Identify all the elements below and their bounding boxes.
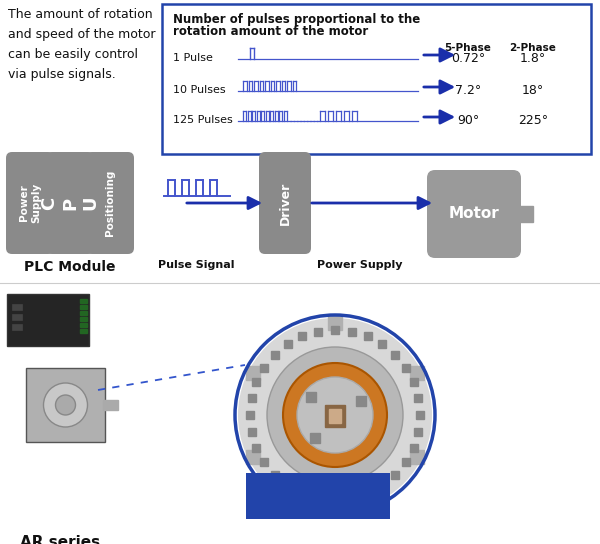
FancyBboxPatch shape (46, 152, 94, 254)
Bar (415, 428, 422, 436)
Bar (298, 490, 307, 498)
Bar (415, 394, 422, 403)
Text: 1 Pulse: 1 Pulse (173, 53, 213, 63)
FancyBboxPatch shape (427, 170, 521, 258)
Bar (80, 299, 87, 303)
Bar (12, 304, 22, 310)
Circle shape (44, 383, 88, 427)
Text: Motor: Motor (449, 207, 499, 221)
Circle shape (297, 377, 373, 453)
Bar (401, 458, 410, 466)
Bar (329, 409, 341, 423)
Text: 225°: 225° (518, 114, 548, 127)
Bar (410, 443, 418, 452)
FancyBboxPatch shape (162, 4, 591, 154)
Circle shape (238, 318, 432, 512)
Bar (331, 326, 339, 334)
Bar (246, 366, 260, 380)
Bar (80, 311, 87, 315)
Text: 0.72°: 0.72° (451, 52, 485, 65)
Bar (248, 428, 256, 436)
Bar (401, 364, 410, 372)
FancyBboxPatch shape (86, 152, 134, 254)
Bar (80, 323, 87, 327)
Bar (378, 481, 386, 490)
Bar (416, 411, 424, 419)
Bar (410, 379, 418, 386)
Circle shape (56, 395, 76, 415)
Bar (310, 432, 320, 443)
Bar (378, 341, 386, 348)
Text: Number of pulses proportional to the: Number of pulses proportional to the (173, 13, 420, 26)
Text: Rotor Position
Detection Sensor: Rotor Position Detection Sensor (257, 480, 379, 511)
Text: 125 Pulses: 125 Pulses (173, 115, 233, 125)
Bar (314, 494, 322, 502)
Bar (248, 394, 256, 403)
FancyBboxPatch shape (26, 368, 105, 442)
Bar (410, 450, 424, 464)
Bar (331, 496, 339, 504)
Text: PLC Module: PLC Module (24, 260, 116, 274)
Bar (347, 494, 356, 502)
Bar (103, 400, 118, 410)
FancyBboxPatch shape (246, 473, 390, 519)
Bar (284, 481, 292, 490)
Bar (325, 405, 345, 427)
Text: 2-Phase: 2-Phase (509, 43, 556, 53)
Bar (260, 458, 268, 466)
Bar (347, 327, 356, 336)
Text: Positioning: Positioning (105, 170, 115, 236)
Bar (328, 316, 342, 330)
Bar (12, 324, 22, 330)
Bar (306, 392, 316, 402)
Bar (253, 443, 260, 452)
Text: 18°: 18° (522, 83, 544, 96)
Text: Driver: Driver (278, 181, 292, 225)
Text: 10 Pulses: 10 Pulses (173, 85, 226, 95)
Bar (80, 329, 87, 333)
Bar (260, 364, 268, 372)
Bar (12, 314, 22, 320)
Bar (364, 490, 371, 498)
Bar (513, 206, 533, 222)
Bar (284, 341, 292, 348)
Text: Power Supply: Power Supply (317, 260, 403, 270)
Text: Pulse Signal: Pulse Signal (158, 260, 234, 270)
FancyBboxPatch shape (259, 152, 311, 254)
Text: 1.8°: 1.8° (520, 52, 546, 65)
Bar (328, 500, 342, 514)
Text: Power
Supply: Power Supply (19, 183, 41, 223)
Bar (80, 317, 87, 321)
Bar (246, 450, 260, 464)
Bar (80, 305, 87, 309)
Text: AR series: AR series (20, 535, 100, 544)
Bar (356, 395, 367, 406)
Bar (314, 327, 322, 336)
FancyBboxPatch shape (7, 294, 89, 346)
Text: rotation amount of the motor: rotation amount of the motor (173, 25, 368, 38)
Bar (410, 366, 424, 380)
Circle shape (283, 363, 387, 467)
Text: 90°: 90° (457, 114, 479, 127)
FancyBboxPatch shape (6, 152, 54, 254)
Text: The amount of rotation
and speed of the motor
can be easily control
via pulse si: The amount of rotation and speed of the … (8, 8, 155, 81)
Bar (253, 379, 260, 386)
Bar (391, 471, 399, 479)
Circle shape (267, 347, 403, 483)
Text: C
P
U: C P U (40, 196, 100, 210)
Bar (391, 351, 399, 359)
Text: 5-Phase: 5-Phase (445, 43, 491, 53)
Bar (298, 332, 307, 341)
Text: 7.2°: 7.2° (455, 83, 481, 96)
Bar (271, 351, 279, 359)
Bar (246, 411, 254, 419)
Bar (271, 471, 279, 479)
Bar (364, 332, 371, 341)
